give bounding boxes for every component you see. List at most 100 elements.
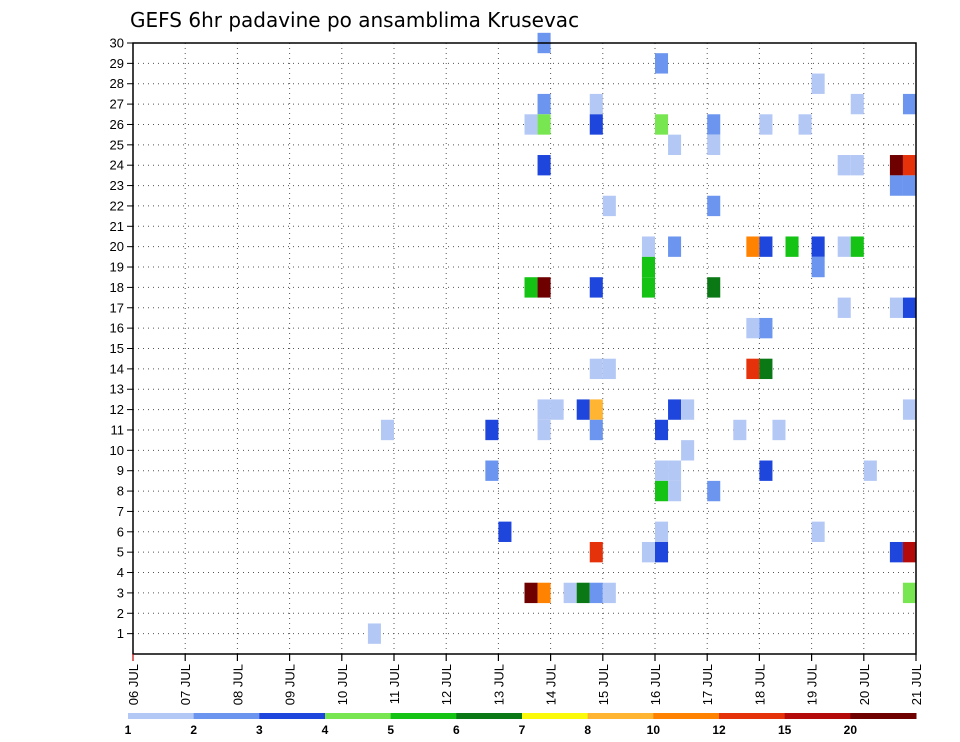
precip-cell — [537, 93, 551, 115]
y-tick-label: 4 — [117, 565, 124, 580]
precip-cell — [602, 358, 616, 380]
y-tick-label: 20 — [110, 239, 124, 254]
precip-cell — [668, 480, 682, 502]
precip-cell — [837, 297, 851, 318]
legend-tick-label: 4 — [322, 723, 329, 737]
y-tick-label: 25 — [110, 137, 124, 152]
precip-cell — [759, 460, 773, 481]
precip-cell — [889, 297, 903, 318]
x-tick-label: 19 JUL — [805, 664, 820, 705]
precip-cell — [550, 399, 564, 420]
precip-cell — [902, 93, 916, 115]
precip-cell — [655, 541, 669, 563]
precip-cell — [589, 277, 603, 298]
legend-tick-label: 8 — [584, 723, 591, 737]
precip-cell — [537, 582, 551, 604]
legend-swatch — [128, 713, 195, 719]
precip-cell — [889, 541, 903, 563]
precip-cell — [668, 236, 682, 257]
y-tick-label: 11 — [111, 422, 125, 437]
x-tick-label: 21 JUL — [909, 664, 924, 705]
y-tick-label: 16 — [110, 321, 124, 336]
x-tick-label: 17 JUL — [700, 664, 715, 705]
precip-cell — [707, 480, 721, 502]
y-tick-label: 14 — [110, 361, 124, 376]
x-tick-label: 10 JUL — [335, 664, 350, 705]
precip-cell — [563, 582, 577, 604]
precip-cell — [485, 419, 499, 441]
x-tick-label: 18 JUL — [752, 664, 767, 705]
precip-cell — [602, 582, 616, 604]
y-tick-label: 13 — [110, 382, 124, 397]
precip-cell — [524, 277, 538, 298]
precip-cell — [785, 236, 799, 257]
legend-tick-label: 5 — [387, 723, 394, 737]
grid-lines — [133, 42, 916, 654]
x-axis: 06 JUL 07 JUL 08 JUL 09 JUL 10 JUL 11 JUL 12 J… — [126, 654, 924, 705]
y-tick-label: 30 — [110, 36, 124, 51]
precip-cell — [811, 73, 825, 94]
precip-cell — [589, 541, 603, 563]
x-tick-label: 16 JUL — [648, 664, 663, 705]
precip-cell — [707, 195, 721, 217]
precip-cell — [655, 521, 669, 542]
y-tick-label: 12 — [110, 402, 124, 417]
y-tick-label: 22 — [110, 198, 124, 213]
precip-cell — [798, 114, 812, 135]
y-tick-label: 1 — [117, 626, 124, 641]
y-tick-label: 5 — [117, 545, 124, 560]
precip-cell — [668, 134, 682, 156]
legend-tick-label: 20 — [844, 723, 858, 737]
precip-cell — [668, 399, 682, 420]
precip-cell — [681, 399, 695, 420]
precip-cell — [772, 419, 786, 441]
precip-cell — [641, 236, 655, 257]
legend-swatch — [259, 713, 326, 719]
precip-cell — [746, 236, 760, 257]
precip-cell — [367, 623, 381, 644]
precip-cell — [576, 582, 590, 604]
y-axis: 1234567891011121314151617181920212223242… — [110, 36, 133, 641]
legend-tick-label: 1 — [125, 723, 132, 737]
legend-swatch — [653, 713, 720, 719]
legend-tick-label: 3 — [256, 723, 263, 737]
legend-tick-label: 7 — [519, 723, 526, 737]
precip-cell — [746, 358, 760, 380]
precip-cell — [811, 236, 825, 257]
precip-cell — [733, 419, 747, 441]
precip-cell — [602, 195, 616, 217]
legend-swatch — [784, 713, 851, 719]
precip-cell — [655, 53, 669, 74]
precip-cell — [655, 419, 669, 441]
precip-cell — [759, 236, 773, 257]
precip-cell — [655, 460, 669, 481]
y-tick-label: 26 — [110, 117, 124, 132]
precip-cell — [589, 358, 603, 380]
legend-swatch — [522, 713, 589, 719]
precip-cell — [746, 317, 760, 339]
precip-cell — [707, 134, 721, 156]
chart-title: GEFS 6hr padavine po ansamblima Krusevac — [130, 8, 579, 32]
precip-cell — [850, 236, 864, 257]
x-tick-label: 08 JUL — [230, 664, 245, 705]
y-tick-label: 8 — [117, 484, 124, 499]
x-tick-label: 06 JUL — [126, 664, 141, 705]
precip-cell — [707, 277, 721, 298]
precip-cell — [576, 399, 590, 420]
precip-cell — [641, 256, 655, 278]
color-legend: 1 2 3 4 5 6 7 8 10 12 15 20 — [125, 713, 917, 737]
precip-cell — [537, 155, 551, 176]
y-tick-label: 7 — [117, 504, 124, 519]
y-tick-label: 29 — [110, 56, 124, 71]
precip-cell — [811, 521, 825, 542]
legend-swatch — [850, 713, 917, 719]
precip-cell — [655, 114, 669, 135]
y-tick-label: 27 — [110, 97, 124, 112]
precip-cell — [655, 480, 669, 502]
precip-cell — [589, 419, 603, 441]
precip-cell — [498, 521, 512, 542]
y-tick-label: 19 — [110, 260, 124, 275]
precip-cell — [589, 114, 603, 135]
precip-cell — [902, 175, 916, 196]
